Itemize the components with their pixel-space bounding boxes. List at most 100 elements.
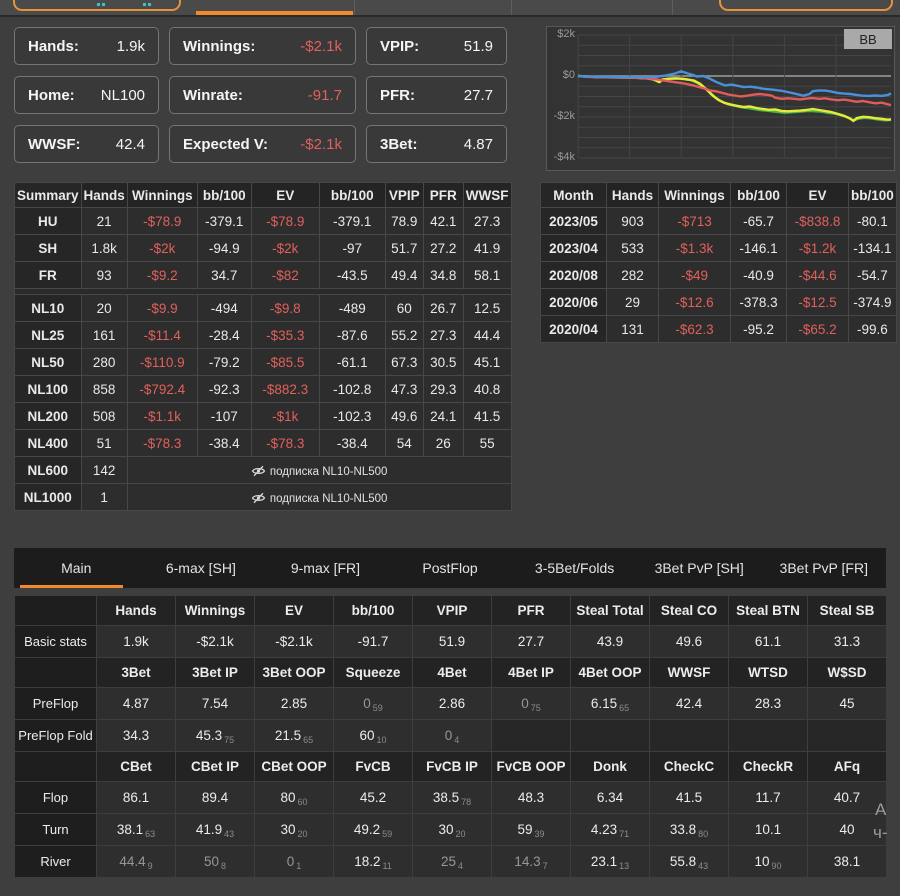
cell-text: -99.6: [857, 322, 888, 337]
stat-box-hands: Hands:1.9k: [14, 27, 159, 65]
table-cell: 4.2371: [571, 814, 650, 846]
cell-text: CheckC: [664, 759, 714, 774]
table-cell: 78.9: [385, 208, 423, 235]
tab-postflop[interactable]: PostFlop: [388, 548, 513, 588]
table-cell: [492, 720, 571, 752]
cell-text: подписка NL10-NL500: [270, 466, 388, 478]
cell-text: EV: [285, 603, 303, 618]
table-cell: 38.1: [808, 846, 887, 878]
cell-text: 3Bet IP: [192, 665, 238, 680]
sample-size-subscript: 43: [698, 861, 708, 871]
table-cell: 075: [492, 688, 571, 720]
table-cell: -28.4: [197, 322, 251, 349]
cell-text: 2020/08: [549, 268, 598, 283]
cell-text: -$2k: [149, 241, 175, 256]
table-cell: 3020: [255, 814, 334, 846]
column-header: 4Bet IP: [492, 658, 571, 688]
cell-text: WTSD: [748, 665, 788, 680]
row-label: 2023/04: [541, 235, 607, 262]
hidden-icon: [251, 492, 266, 504]
summary-table: SummaryHandsWinningsbb/100EVbb/100VPIPPF…: [14, 182, 512, 511]
cell-text: Basic stats: [24, 634, 87, 649]
cell-text: -$78.9: [143, 214, 181, 229]
cell-text: -$1.3k: [676, 241, 714, 256]
cell-text: CBet IP: [191, 759, 239, 774]
column-header: PFR: [423, 183, 463, 208]
cell-text: 41.9: [196, 822, 222, 837]
row-label: NL10: [15, 295, 82, 322]
cell-text: 51.7: [391, 241, 417, 256]
stats-table: HandsWinningsEVbb/100VPIPPFRSteal TotalS…: [14, 595, 887, 878]
row-label: NL600: [15, 457, 82, 484]
cell-text: 40.7: [834, 790, 860, 805]
stat-value: -$2.1k: [300, 136, 342, 153]
stat-box-pfr: PFR:27.7: [366, 76, 507, 114]
tab-6-max-sh[interactable]: 6-max [SH]: [139, 548, 264, 588]
table-cell: 254: [413, 846, 492, 878]
table-cell: 51.9: [413, 626, 492, 658]
table-cell: 49.6: [650, 626, 729, 658]
cell-text: 49.6: [676, 634, 702, 649]
row-label: NL1000: [15, 484, 82, 511]
cell-text: CBet OOP: [261, 759, 326, 774]
tab-3-5bet-folds[interactable]: 3-5Bet/Folds: [512, 548, 637, 588]
tab-3bet-pvp-fr[interactable]: 3Bet PvP [FR]: [761, 548, 886, 588]
cell-text: 6.15: [591, 696, 617, 711]
cell-text: -379.1: [333, 214, 371, 229]
chart-unit-toggle-bb[interactable]: BB: [844, 29, 892, 49]
top-pill-right-button[interactable]: [719, 0, 893, 11]
table-cell: -$2.1k: [255, 626, 334, 658]
cell-text: 142: [93, 463, 116, 478]
cell-text: 47.3: [391, 382, 417, 397]
tab-9-max-fr[interactable]: 9-max [FR]: [263, 548, 388, 588]
cell-text: 44.4: [119, 854, 145, 869]
table-cell: -$78.3: [127, 430, 197, 457]
cell-text: PFR: [518, 603, 545, 618]
stat-value: 4.87: [464, 136, 493, 153]
column-header: CheckC: [650, 752, 729, 782]
table-cell: 41.5: [463, 403, 511, 430]
cell-text: 2023/04: [549, 241, 598, 256]
top-tab-separator: [354, 0, 355, 15]
cell-text: 29: [625, 295, 640, 310]
table-cell: 55.2: [385, 322, 423, 349]
table-cell: 6010: [334, 720, 413, 752]
cell-text: -$2k: [272, 241, 298, 256]
tab-main[interactable]: Main: [14, 548, 139, 588]
cell-text: 49.6: [391, 409, 417, 424]
table-cell: -40.9: [731, 262, 787, 289]
winnings-graph-panel: BB $2k$0-$2k-$4k: [546, 26, 895, 171]
stat-box-winnings: Winnings:-$2.1k: [169, 27, 356, 65]
top-tab-separator: [511, 0, 512, 15]
column-header: PFR: [492, 596, 571, 626]
month-table: MonthHandsWinningsbb/100EVbb/1002023/059…: [540, 182, 897, 343]
row-label: SH: [15, 235, 82, 262]
cell-text: 24.1: [430, 409, 456, 424]
cell-text: 38.1: [834, 854, 860, 869]
row-label: 2020/08: [541, 262, 607, 289]
stat-label: VPIP:: [380, 38, 419, 55]
tab-label: 9-max [FR]: [291, 560, 360, 576]
cell-text: Steal SB: [820, 603, 875, 618]
tab-3bet-pvp-sh[interactable]: 3Bet PvP [SH]: [637, 548, 762, 588]
cell-text: Turn: [42, 822, 68, 837]
table-cell: подписка NL10-NL500: [127, 457, 511, 484]
column-header: FvCB IP: [413, 752, 492, 782]
table-cell: -107: [197, 403, 251, 430]
cell-text: 20: [97, 301, 112, 316]
cell-text: -$792.4: [139, 382, 185, 397]
table-cell: -$1.3k: [659, 235, 731, 262]
column-header: Winnings: [176, 596, 255, 626]
cell-text: -61.1: [337, 355, 368, 370]
table-cell: 47.3: [385, 376, 423, 403]
cell-text: PFR: [430, 188, 457, 203]
cell-text: Squeeze: [346, 665, 401, 680]
top-pill-left-button[interactable]: [13, 0, 181, 11]
cell-text: 26: [436, 436, 451, 451]
cell-text: SH: [38, 241, 57, 256]
table-cell: -$9.8: [251, 295, 319, 322]
table-cell: -$9.9: [127, 295, 197, 322]
column-header: Hands: [81, 183, 127, 208]
table-cell: 11.7: [729, 782, 808, 814]
sample-size-subscript: 78: [461, 797, 471, 807]
